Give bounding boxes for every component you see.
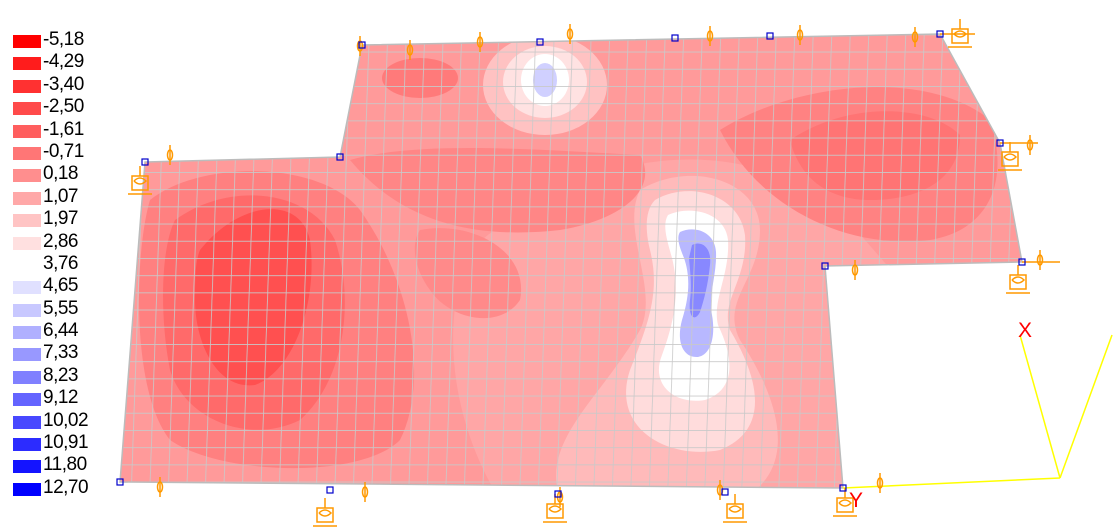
support-tick — [911, 31, 919, 43]
spring-support-icon — [313, 498, 337, 527]
legend-swatch — [13, 438, 41, 452]
legend-label: 11,80 — [43, 454, 87, 476]
node-marker — [141, 158, 149, 166]
legend-swatch — [13, 326, 41, 340]
legend-label: 3,76 — [43, 252, 78, 274]
legend-label: 12,70 — [43, 476, 89, 498]
supports — [128, 19, 1060, 527]
legend-swatch — [13, 35, 41, 48]
slab-outline — [119, 33, 1023, 489]
y-axis-line — [842, 477, 1061, 489]
legend-swatch — [13, 57, 41, 71]
legend-label: 0,18 — [43, 163, 78, 185]
legend-swatch — [13, 191, 41, 205]
legend-swatch — [13, 258, 41, 272]
legend-swatch — [13, 370, 41, 384]
node-marker — [721, 488, 729, 496]
legend-swatch — [13, 415, 41, 429]
legend-swatch — [13, 102, 41, 116]
spring-support-icon — [1006, 265, 1030, 294]
spring-support-icon — [833, 488, 857, 517]
node-marker — [554, 490, 562, 498]
node-marker — [996, 139, 1004, 147]
legend-swatch — [13, 303, 41, 317]
spring-support-icon — [543, 494, 567, 523]
legend-label: 10,91 — [43, 432, 89, 454]
legend-swatch — [13, 348, 41, 362]
node-marker — [116, 478, 124, 486]
support-tick — [476, 36, 484, 48]
legend-label: 8,23 — [43, 364, 78, 386]
support-tick — [1036, 254, 1044, 266]
support-tick — [406, 44, 414, 56]
support-tick — [876, 477, 884, 489]
support-tick — [1026, 139, 1034, 151]
legend-label: 9,12 — [43, 387, 78, 409]
node-marker — [358, 41, 366, 49]
global-axes — [842, 334, 1113, 489]
x-axis-line — [1019, 334, 1061, 479]
node-marker — [336, 153, 344, 161]
node-marker — [839, 484, 847, 492]
support-tick — [851, 264, 859, 276]
legend-label: 5,55 — [43, 297, 78, 319]
legend-swatch — [13, 281, 41, 295]
legend-swatch — [13, 460, 41, 474]
legend-swatch — [13, 146, 41, 160]
support-tick — [166, 149, 174, 161]
node-marker — [766, 32, 774, 40]
legend-label: 7,33 — [43, 342, 78, 364]
legend-swatch — [13, 236, 41, 250]
legend-label: 2,86 — [43, 230, 78, 252]
legend-swatch — [13, 393, 41, 407]
legend-label: 10,02 — [43, 409, 89, 431]
support-nodes — [116, 30, 1026, 498]
spring-support-icon — [128, 166, 152, 195]
legend-label: -4,29 — [43, 51, 84, 73]
legend-label: -5,18 — [43, 29, 84, 50]
legend-swatch — [13, 79, 41, 93]
node-marker — [536, 38, 544, 46]
x-axis-label: X — [1018, 319, 1033, 342]
spring-support-icon — [723, 494, 747, 523]
legend-label: 1,07 — [43, 185, 78, 207]
node-marker — [671, 34, 679, 42]
legend-label: -0,71 — [43, 140, 84, 162]
legend-swatch — [13, 482, 41, 496]
legend-label: -3,40 — [43, 73, 84, 95]
slab — [120, 34, 1022, 488]
legend-swatch — [13, 169, 41, 183]
legend-swatch — [13, 124, 41, 138]
legend-label: -1,61 — [43, 118, 84, 140]
node-marker — [326, 486, 334, 494]
y-axis-label: Y — [849, 489, 864, 512]
fe-mesh-grid — [120, 34, 1022, 488]
node-marker — [821, 262, 829, 270]
support-tick — [566, 28, 574, 40]
support-tick — [796, 29, 804, 41]
node-marker — [1018, 258, 1026, 266]
support-tick — [361, 486, 369, 498]
support-tick — [706, 30, 714, 42]
axis-helper-line — [1059, 334, 1113, 479]
support-tick — [356, 40, 364, 52]
legend-label: 4,65 — [43, 275, 78, 297]
legend-label: 6,44 — [43, 320, 78, 342]
node-marker — [936, 30, 944, 38]
legend-label: 1,97 — [43, 208, 78, 230]
legend-label: -2,50 — [43, 96, 84, 118]
spring-support-icon — [948, 19, 972, 48]
support-tick — [156, 481, 164, 493]
legend-swatch — [13, 214, 41, 228]
